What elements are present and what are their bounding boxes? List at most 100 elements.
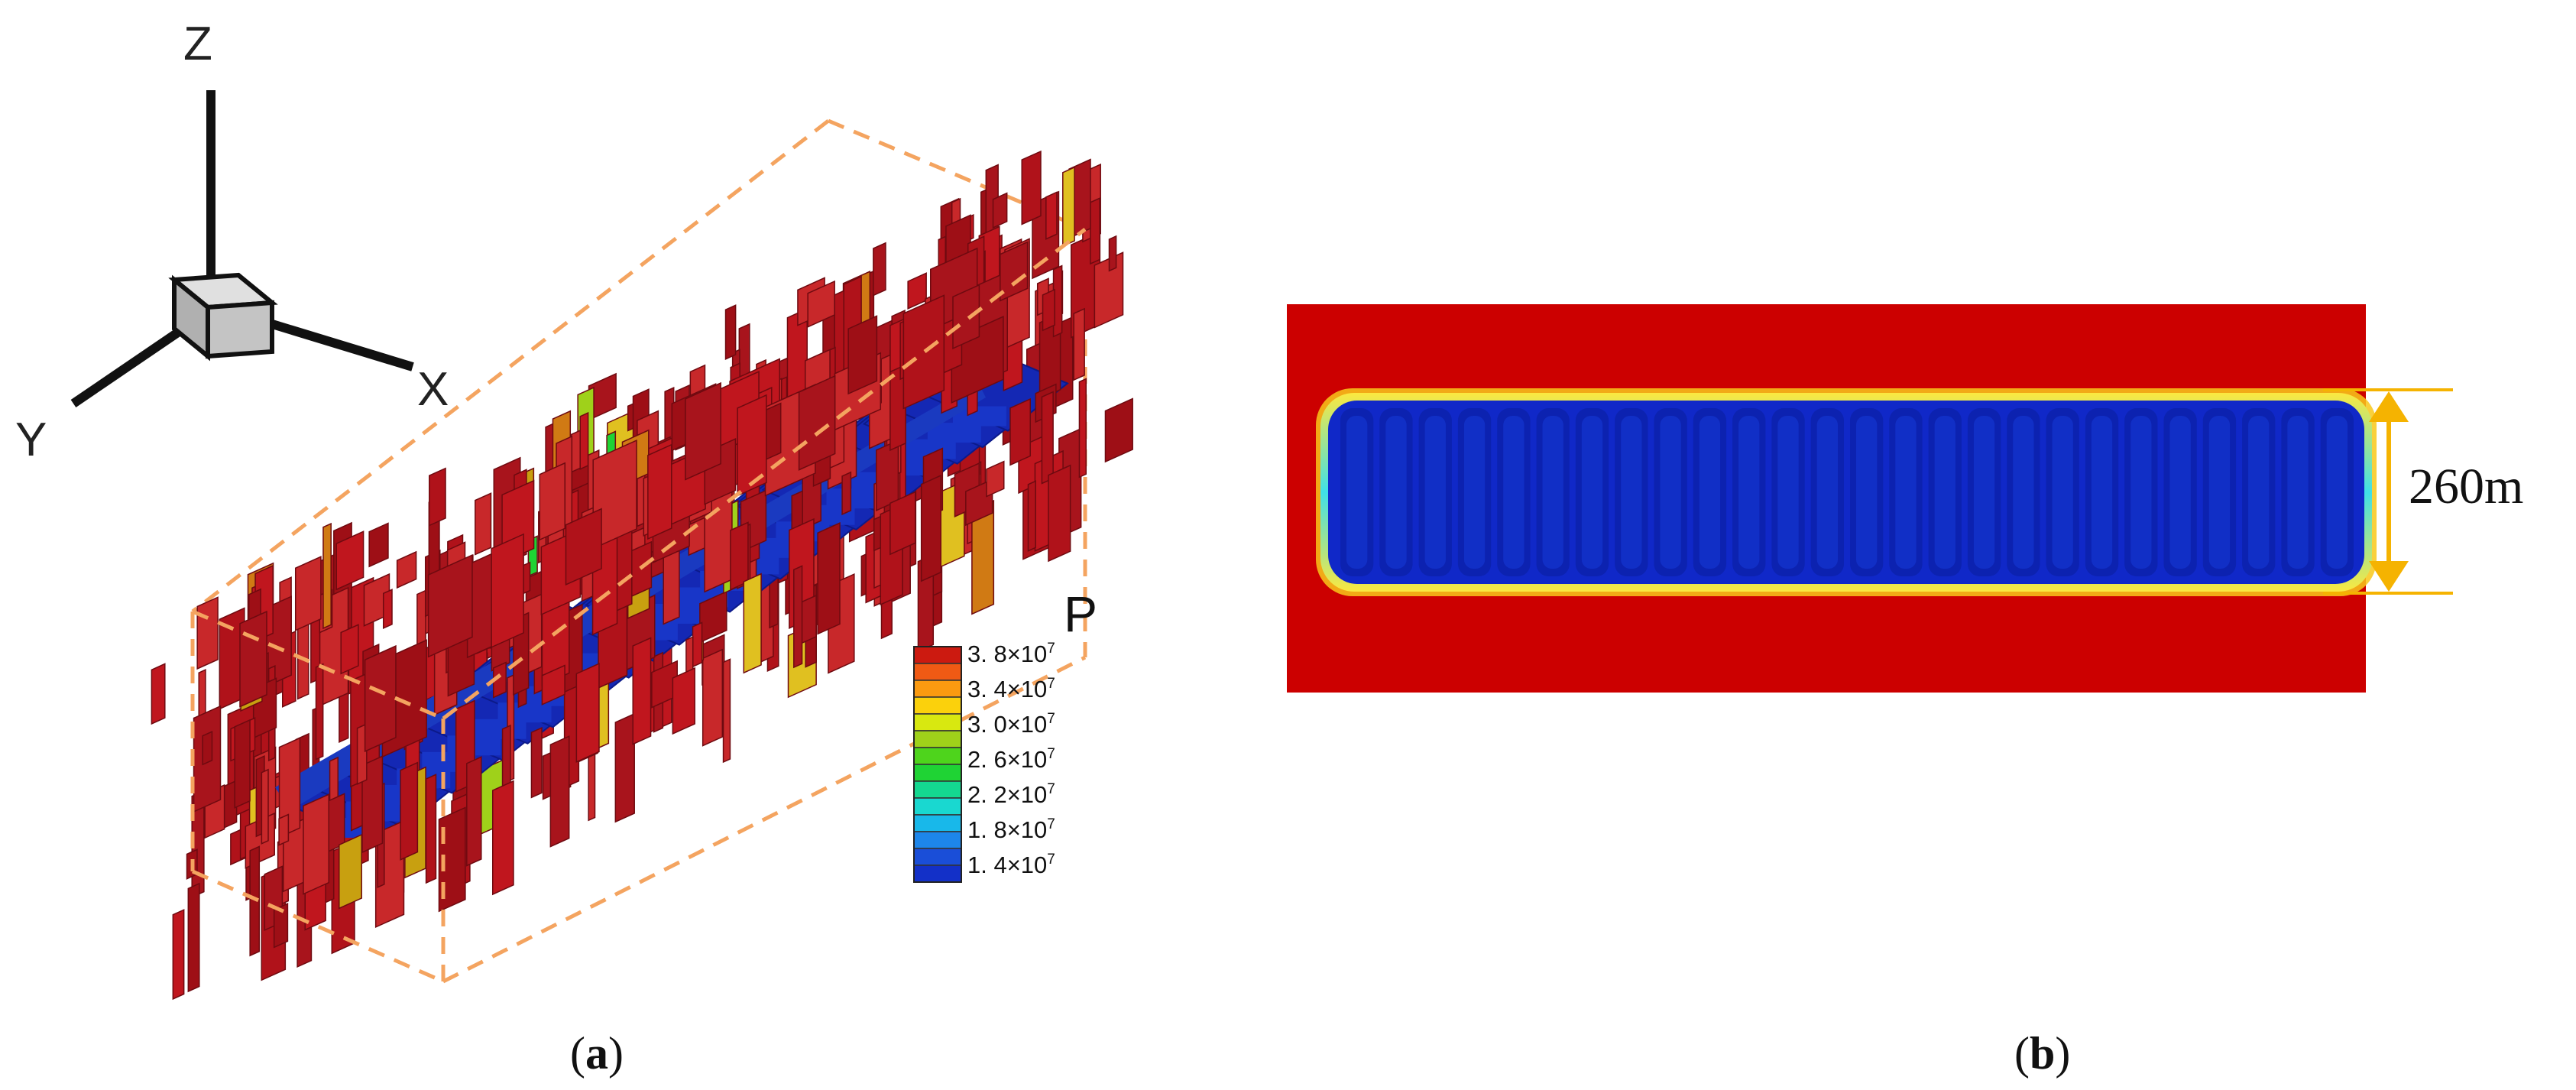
stage-cell-core xyxy=(1385,416,1407,569)
fracture-plane xyxy=(368,522,389,568)
stage-cell-core xyxy=(2208,416,2231,569)
fracture-plane xyxy=(328,793,345,852)
fracture-plane xyxy=(722,658,731,764)
fracture-plane xyxy=(322,522,332,630)
fracture-plane xyxy=(249,845,261,957)
stage-cell-core xyxy=(2169,416,2191,569)
stage-cell-core xyxy=(2130,416,2152,569)
legend-swatch xyxy=(913,747,962,765)
legend-swatch xyxy=(913,680,962,698)
fracture-plane xyxy=(724,304,737,360)
fracture-plane xyxy=(889,491,916,556)
legend-swatch xyxy=(913,730,962,748)
fracture-plane xyxy=(234,719,251,809)
stage-cell-core xyxy=(1542,416,1563,569)
panel-b-top-view-pressure: 260m (b) xyxy=(1287,304,2523,1079)
fracture-plane xyxy=(614,712,635,823)
fracture-plane xyxy=(492,661,507,699)
fracture-plane xyxy=(1108,235,1117,272)
fracture-plane xyxy=(339,833,362,910)
legend-swatch xyxy=(913,696,962,715)
stage-cell-core xyxy=(1738,416,1760,569)
fracture-plane xyxy=(303,793,330,895)
fracture-plane xyxy=(278,737,301,839)
y-axis-line xyxy=(70,325,186,407)
fracture-plane xyxy=(702,648,724,747)
stage-cell-core xyxy=(2248,416,2270,569)
fracture-plane xyxy=(575,662,600,763)
stage-cell-core xyxy=(1777,416,1799,569)
fracture-plane xyxy=(579,411,589,470)
y-axis-label: Y xyxy=(15,414,47,466)
legend-swatch xyxy=(913,814,962,832)
fracture-plane xyxy=(172,909,185,1001)
fracture-plane xyxy=(361,755,384,854)
fracture-plane xyxy=(1073,307,1085,381)
arrow-down-icon xyxy=(2369,561,2409,592)
fracture-plane xyxy=(793,565,803,669)
fracture-plane xyxy=(902,294,945,410)
fracture-plane xyxy=(549,735,570,848)
fracture-plane xyxy=(730,521,749,591)
stage-cell-core xyxy=(2091,416,2113,569)
x-axis-line xyxy=(251,313,414,371)
legend-title: P xyxy=(1064,586,1097,642)
stage-cell-core xyxy=(1424,416,1446,569)
fracture-plane xyxy=(992,192,1008,229)
orientation-triad: Z X Y xyxy=(15,18,449,466)
legend-color-bar xyxy=(913,646,962,883)
legend-swatch xyxy=(913,848,962,866)
legend-swatch xyxy=(913,713,962,732)
fracture-plane xyxy=(1090,197,1100,265)
legend-label: 2. 6×107 xyxy=(967,746,1055,773)
fracture-plane xyxy=(151,663,166,725)
stage-cell-core xyxy=(1503,416,1525,569)
fracture-plane xyxy=(1045,191,1058,240)
fracture-plane xyxy=(743,573,762,674)
stage-cell-core xyxy=(2013,416,2034,569)
legend-label: 3. 4×107 xyxy=(967,676,1055,702)
fracture-plane xyxy=(261,768,269,845)
stage-cell-core xyxy=(1895,416,1917,569)
stage-cell-core xyxy=(1973,416,1995,569)
fracture-plane xyxy=(278,813,290,846)
triad-cube-icon xyxy=(168,272,278,362)
fracture-plane xyxy=(475,492,492,556)
fracture-plane xyxy=(737,394,767,497)
fracture-plane xyxy=(273,902,289,949)
panel-b-label: (b) xyxy=(2014,1028,2070,1079)
fracture-plane xyxy=(539,462,566,541)
stage-cell-core xyxy=(1699,416,1721,569)
legend-swatch xyxy=(913,780,962,799)
fracture-plane xyxy=(807,280,835,328)
legend-label: 1. 4×107 xyxy=(967,852,1055,878)
fracture-plane xyxy=(356,723,368,785)
stage-cell-core xyxy=(2287,416,2309,569)
fracture-plane xyxy=(530,726,543,799)
fracture-plane xyxy=(685,381,721,481)
fracture-plane xyxy=(187,882,200,993)
fracture-plane xyxy=(1104,397,1133,463)
fracture-stage-cells xyxy=(1340,408,2354,576)
fracture-plane xyxy=(952,284,980,350)
fracture-plane xyxy=(817,522,841,635)
fracture-plane xyxy=(202,731,213,766)
fracture-plane xyxy=(965,478,993,527)
fracture-plane xyxy=(438,806,466,913)
fracture-plane xyxy=(1041,391,1054,485)
fracture-plane xyxy=(672,667,695,735)
legend-label: 3. 0×107 xyxy=(967,711,1055,738)
fracture-plane xyxy=(920,474,941,582)
stage-cell-core xyxy=(1816,416,1838,569)
legend-labels: 3. 8×107 3. 4×107 3. 0×107 2. 6×107 2. 2×107… xyxy=(967,641,1055,878)
fracture-plane xyxy=(425,774,437,884)
stage-cell-core xyxy=(1660,416,1681,569)
legend-label: 1. 8×107 xyxy=(967,816,1055,843)
stage-cell-core xyxy=(2326,416,2348,569)
fracture-plane xyxy=(396,550,417,589)
fracture-plane xyxy=(400,761,419,861)
fracture-plane xyxy=(1042,288,1055,332)
panel-a-label: (a) xyxy=(570,1028,624,1079)
fracture-plane xyxy=(565,508,602,586)
fracture-plane xyxy=(798,375,836,471)
